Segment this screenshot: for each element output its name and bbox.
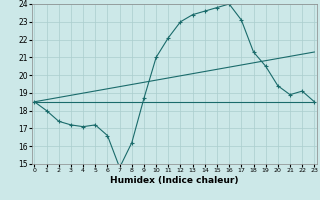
X-axis label: Humidex (Indice chaleur): Humidex (Indice chaleur) [110,176,239,185]
